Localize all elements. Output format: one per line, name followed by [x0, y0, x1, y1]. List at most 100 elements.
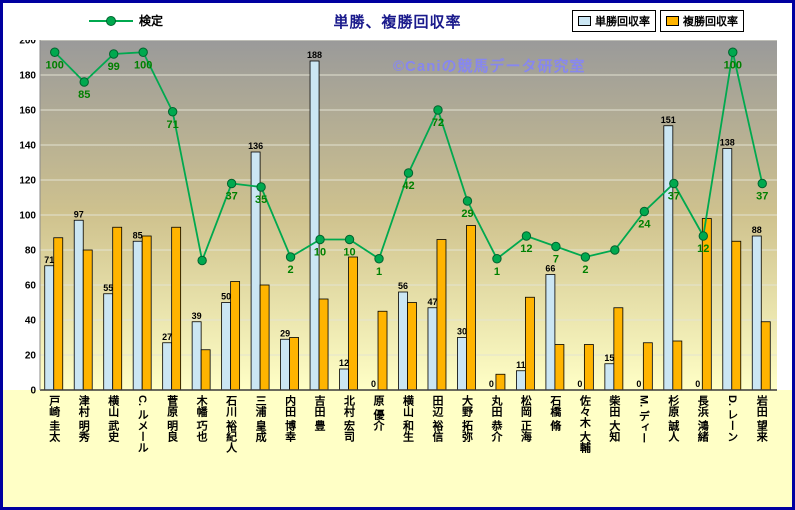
axis-label-band — [3, 390, 792, 507]
tansho-bar — [604, 363, 615, 391]
kentei-point — [315, 234, 325, 245]
chart-title: 単勝、複勝回収率 — [333, 14, 462, 31]
tansho-bar — [663, 125, 674, 391]
x-label: 北村 宏司 — [342, 395, 355, 443]
fukusho-bar — [436, 239, 447, 391]
bar-value-label: 85 — [133, 230, 143, 240]
y-tick-label: 120 — [19, 176, 36, 187]
bar-value-label: 27 — [162, 332, 172, 342]
kentei-label: 85 — [78, 89, 90, 101]
x-label: M. ディー — [637, 395, 650, 444]
kentei-line-marker-icon — [89, 15, 133, 26]
fukusho-bar — [348, 256, 358, 391]
kentei-point — [403, 168, 414, 178]
bar-value-label: 15 — [604, 353, 614, 363]
kentei-point — [639, 206, 650, 217]
kentei-point — [109, 49, 119, 59]
y-tick-label: 180 — [19, 71, 36, 82]
fukusho-bar — [554, 344, 565, 391]
kentei-point — [610, 245, 620, 255]
legend-tansho-label: 単勝回収率 — [595, 16, 650, 28]
fukusho-bar — [407, 302, 417, 391]
y-tick-label: 40 — [25, 316, 37, 327]
kentei-label: 37 — [756, 191, 768, 203]
tansho-bar — [132, 240, 143, 391]
kentei-label: 1 — [494, 266, 500, 278]
bar-value-label: 47 — [427, 297, 437, 307]
chart-header: 検定 単勝、複勝回収率 単勝回収率 複勝回収率 — [3, 3, 792, 40]
kentei-point — [580, 252, 591, 262]
fukusho-bar — [583, 344, 594, 391]
fukusho-bar — [466, 225, 476, 391]
kentei-label: 100 — [724, 59, 742, 71]
kentei-point — [462, 196, 473, 206]
bar-value-label: 136 — [248, 141, 263, 151]
kentei-point — [374, 254, 384, 264]
kentei-label: 99 — [108, 61, 120, 73]
fukusho-bar — [760, 321, 771, 391]
x-label: 横山 武史 — [106, 395, 119, 443]
bar-value-label: 55 — [103, 283, 113, 293]
kentei-point — [492, 254, 502, 264]
kentei-point — [167, 107, 178, 117]
tansho-bar — [545, 274, 556, 391]
tansho-bar — [44, 265, 55, 391]
x-label: 内田 博幸 — [283, 395, 296, 443]
x-label: C. ルメール — [136, 395, 149, 454]
y-tick-label: 100 — [19, 211, 36, 222]
kentei-label: 29 — [461, 208, 473, 220]
chart-plot: 0204060801001201401601802007197558527395… — [19, 36, 777, 397]
fukusho-bar — [200, 349, 211, 391]
kentei-label: 2 — [582, 264, 588, 276]
kentei-point — [197, 255, 207, 266]
x-label: 津村 明秀 — [77, 395, 90, 443]
tansho-bar — [280, 338, 290, 391]
kentei-label: 37 — [225, 191, 237, 203]
tansho-bar — [162, 342, 173, 391]
tansho-bar — [398, 291, 408, 391]
bar-value-label: 39 — [192, 311, 202, 321]
y-tick-label: 60 — [25, 281, 37, 292]
x-label: 岩田 望来 — [755, 395, 768, 443]
x-label: D. レーン — [725, 395, 738, 443]
fukusho-bar — [259, 284, 270, 391]
kentei-point — [698, 231, 708, 241]
bar-value-label: 0 — [371, 379, 376, 389]
tansho-bar — [73, 219, 84, 391]
kentei-label: 10 — [343, 247, 355, 259]
bar-value-label: 12 — [339, 358, 349, 368]
bar-value-label: 188 — [307, 50, 322, 60]
kentei-point — [138, 47, 148, 57]
bar-value-label: 30 — [457, 327, 467, 337]
kentei-label: 12 — [520, 243, 532, 255]
legend-bars: 単勝回収率 複勝回収率 — [572, 10, 744, 32]
fukusho-bar — [171, 226, 182, 391]
kentei-point — [521, 231, 532, 241]
y-tick-label: 80 — [25, 246, 37, 257]
x-label: 三浦 皇成 — [254, 395, 267, 443]
fukusho-bar — [495, 373, 506, 391]
legend-fukusho: 複勝回収率 — [660, 10, 744, 32]
x-label: 田辺 裕信 — [430, 395, 443, 443]
kentei-point — [433, 105, 443, 115]
tansho-swatch-icon — [578, 16, 591, 26]
kentei-label: 10 — [314, 247, 326, 259]
fukusho-bar — [377, 310, 388, 391]
tansho-bar — [457, 337, 467, 391]
tansho-bar — [516, 370, 526, 391]
kentei-point — [256, 182, 266, 192]
y-tick-label: 200 — [19, 36, 36, 47]
y-tick-label: 160 — [19, 106, 36, 117]
fukusho-bar — [731, 240, 742, 391]
x-label: 原 優介 — [372, 395, 385, 432]
bar-value-label: 11 — [516, 360, 526, 370]
legend-fukusho-label: 複勝回収率 — [683, 16, 738, 28]
fukusho-bar — [613, 307, 624, 391]
bar-value-label: 151 — [661, 115, 676, 125]
kentei-label: 42 — [402, 180, 414, 192]
fukusho-swatch-icon — [666, 16, 679, 26]
tansho-bar — [103, 293, 114, 391]
x-label: 松岡 正海 — [519, 395, 532, 443]
bar-value-label: 29 — [280, 328, 290, 338]
tansho-bar — [427, 307, 438, 391]
